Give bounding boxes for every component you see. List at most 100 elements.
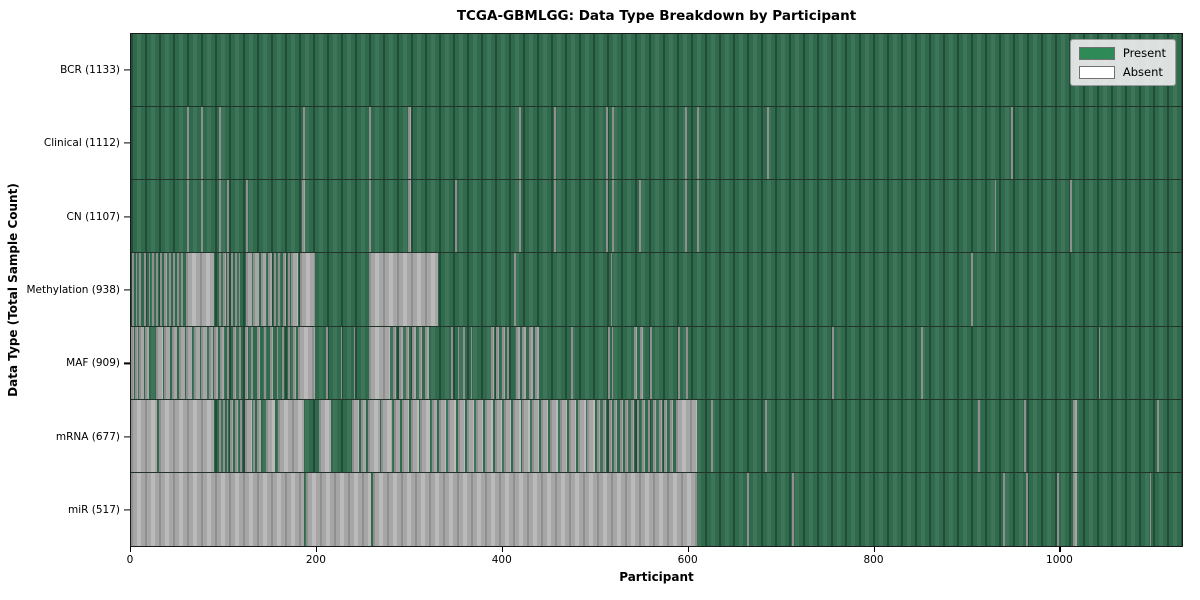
absent-segment	[653, 399, 657, 472]
y-tick-label-cn: CN (1107)	[66, 210, 120, 223]
absent-segment	[171, 326, 178, 399]
absent-segment	[614, 399, 618, 472]
absent-segment	[408, 180, 412, 253]
absent-segment	[299, 253, 315, 326]
absent-segment	[291, 253, 298, 326]
absent-segment	[226, 399, 229, 472]
absent-segment	[587, 399, 595, 472]
absent-segment	[277, 399, 305, 472]
absent-segment	[610, 253, 613, 326]
absent-segment	[710, 399, 713, 472]
legend-present-label: Present	[1122, 46, 1166, 60]
absent-segment	[233, 326, 236, 399]
absent-segment	[301, 180, 306, 253]
absent-segment	[650, 326, 653, 399]
absent-segment	[159, 253, 162, 326]
absent-segment	[522, 399, 530, 472]
absent-segment	[144, 326, 149, 399]
x-tick-label: 400	[491, 554, 512, 566]
absent-segment	[186, 107, 189, 180]
absent-segment	[179, 326, 185, 399]
absent-segment	[420, 399, 430, 472]
row-mrna	[131, 399, 1182, 473]
row-bcr	[131, 34, 1182, 108]
absent-segment	[603, 399, 606, 472]
absent-segment	[1026, 472, 1028, 546]
absent-segment	[1069, 180, 1072, 253]
absent-segment	[612, 180, 615, 253]
y-tick-mark	[124, 215, 130, 218]
absent-segment	[219, 253, 221, 326]
absent-segment	[639, 180, 642, 253]
chart-title: TCGA-GBMLGG: Data Type Breakdown by Part…	[456, 8, 857, 24]
absent-segment	[257, 399, 261, 472]
absent-segment	[351, 399, 360, 472]
absent-segment	[457, 399, 465, 472]
absent-segment	[392, 326, 397, 399]
x-tick-mark	[130, 547, 132, 552]
absent-segment	[381, 399, 392, 472]
absent-segment	[767, 107, 770, 180]
absent-segment	[353, 326, 356, 399]
absent-segment	[131, 253, 134, 326]
absent-segment	[373, 472, 697, 546]
absent-segment	[570, 326, 573, 399]
absent-swatch	[1078, 65, 1115, 79]
legend-item-present: Present	[1078, 46, 1166, 60]
y-tick-mark	[124, 436, 130, 438]
absent-segment	[496, 326, 500, 399]
absent-segment	[1002, 472, 1005, 546]
absent-segment	[253, 253, 259, 326]
absent-segment	[675, 399, 697, 472]
absent-segment	[201, 326, 208, 399]
absent-segment	[297, 326, 315, 399]
absent-segment	[412, 326, 416, 399]
absent-segment	[201, 180, 204, 253]
absent-segment	[273, 253, 276, 326]
y-tick-label-mrna: mRNA (677)	[55, 430, 120, 443]
absent-segment	[214, 326, 219, 399]
y-tick-mark	[124, 142, 130, 144]
absent-segment	[1156, 399, 1159, 472]
absent-segment	[156, 253, 158, 326]
row-cn	[131, 180, 1182, 254]
absent-segment	[226, 326, 230, 399]
x-tick-mark	[1059, 547, 1061, 552]
absent-segment	[1073, 399, 1078, 472]
absent-segment	[664, 399, 668, 472]
absent-segment	[369, 107, 372, 180]
legend-absent-label: Absent	[1122, 65, 1163, 79]
row-mir	[131, 472, 1182, 546]
absent-segment	[977, 399, 980, 472]
absent-segment	[250, 326, 254, 399]
absent-segment	[169, 253, 171, 326]
absent-segment	[131, 399, 157, 472]
absent-segment	[578, 399, 586, 472]
absent-segment	[158, 399, 215, 472]
absent-segment	[513, 399, 521, 472]
absent-segment	[260, 253, 267, 326]
absent-segment	[340, 326, 343, 399]
absent-segment	[619, 399, 623, 472]
absent-segment	[194, 326, 200, 399]
absent-segment	[185, 253, 215, 326]
x-tick-mark	[501, 547, 503, 552]
y-tick-label-bcr: BCR (1133)	[60, 63, 120, 76]
absent-segment	[253, 399, 256, 472]
absent-segment	[746, 472, 749, 546]
absent-segment	[518, 180, 521, 253]
absent-segment	[302, 107, 306, 180]
absent-segment	[234, 253, 237, 326]
absent-segment	[361, 399, 366, 472]
y-tick-mark	[124, 289, 130, 291]
absent-segment	[669, 399, 673, 472]
absent-segment	[265, 399, 275, 472]
absent-segment	[277, 253, 281, 326]
absent-segment	[611, 326, 614, 399]
absent-segment	[401, 399, 410, 472]
absent-segment	[177, 253, 180, 326]
absent-segment	[135, 253, 138, 326]
absent-segment	[832, 326, 835, 399]
absent-segment	[431, 399, 438, 472]
